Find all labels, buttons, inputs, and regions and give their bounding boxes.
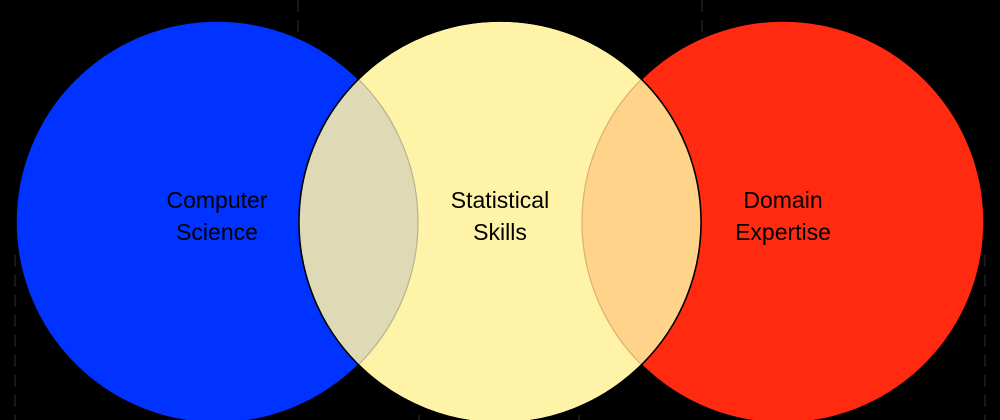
statistical-skills-label-line2: Skills [473, 219, 527, 245]
statistical-skills-label-line1: Statistical [451, 187, 549, 213]
overlap-outline [581, 21, 701, 420]
computer-science-label-line2: Science [176, 219, 258, 245]
statistical-skills-outline [298, 20, 702, 420]
computer-science-label-line1: Computer [167, 187, 268, 213]
overlap-outline [299, 21, 419, 420]
domain-expertise-label-line2: Expertise [735, 219, 831, 245]
domain-expertise-label-line1: Domain [743, 187, 822, 213]
